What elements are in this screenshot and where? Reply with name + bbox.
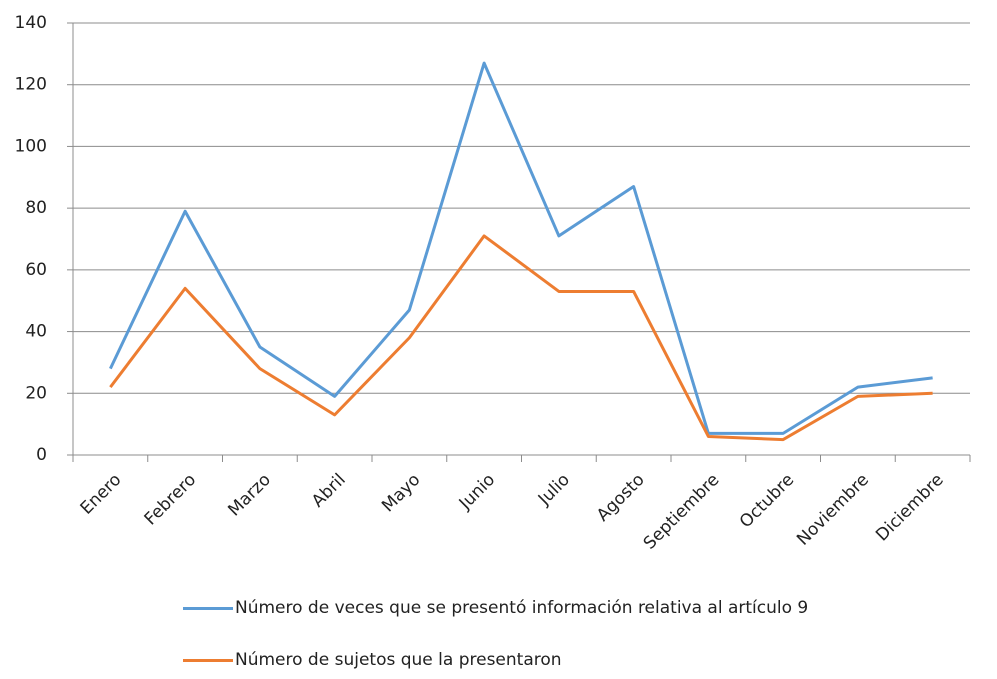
x-tick-label: Mayo	[378, 470, 424, 516]
legend-label: Número de veces que se presentó informac…	[235, 598, 809, 618]
x-tick-label: Diciembre	[872, 470, 948, 546]
x-tick-label: Marzo	[224, 470, 274, 520]
legend-label: Número de sujetos que la presentaron	[235, 650, 562, 670]
y-tick-label: 100	[15, 136, 47, 156]
legend-item: Número de sujetos que la presentaron	[183, 647, 863, 673]
y-tick-label: 120	[15, 75, 47, 95]
y-tick-label: 0	[36, 445, 47, 465]
x-tick-label: Agosto	[593, 470, 649, 526]
legend-swatch	[183, 659, 233, 662]
x-tick-label: Octubre	[736, 470, 798, 532]
x-tick-label: Julio	[534, 470, 574, 510]
legend-item: Número de veces que se presentó informac…	[183, 595, 863, 621]
y-tick-label: 140	[15, 13, 47, 33]
x-tick-label: Noviembre	[793, 470, 873, 550]
legend-swatch	[183, 607, 233, 610]
y-tick-label: 40	[25, 322, 47, 342]
y-tick-label: 60	[25, 260, 47, 280]
x-tick-label: Febrero	[141, 470, 201, 530]
series-line	[109, 61, 933, 435]
y-tick-label: 80	[25, 198, 47, 218]
x-tick-label: Enero	[77, 470, 126, 519]
x-tick-label: Abril	[308, 470, 350, 512]
series-line	[109, 234, 933, 442]
y-tick-label: 20	[25, 383, 47, 403]
x-tick-label: Septiembre	[640, 470, 724, 554]
x-tick-label: Junio	[455, 470, 499, 514]
